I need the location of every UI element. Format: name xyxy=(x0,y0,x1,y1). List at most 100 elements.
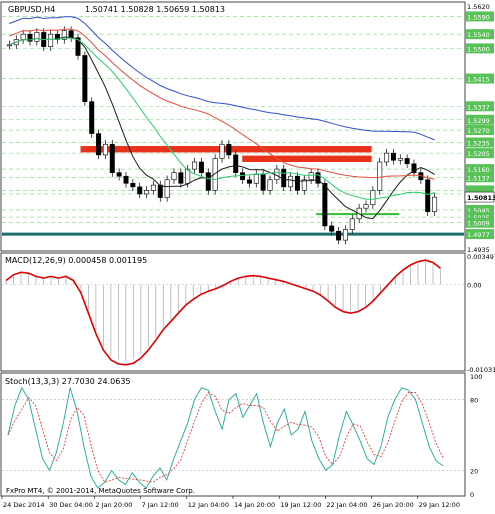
price-tag-box xyxy=(465,212,494,223)
candle-body xyxy=(96,133,102,156)
candle-body xyxy=(240,172,246,181)
stoch-tick-label: 100 xyxy=(470,373,482,381)
price-tag-box xyxy=(465,43,494,54)
macd-tick-label: 0.003497 xyxy=(467,253,495,261)
price-tag-box xyxy=(465,204,494,215)
candle-body xyxy=(61,30,67,40)
stoch-main-line xyxy=(7,386,444,489)
price-tick-label: 1.5045 xyxy=(467,207,490,215)
time-tick-label: 14 Jan 20:00 xyxy=(234,501,275,509)
candle-body xyxy=(116,172,122,177)
candle-body xyxy=(294,175,300,191)
candle-body xyxy=(432,196,438,213)
candle-body xyxy=(130,183,136,188)
candle-body xyxy=(246,179,252,184)
current-price-label: 1.50813 xyxy=(467,194,495,202)
candle-body xyxy=(185,168,191,184)
candle-body xyxy=(349,218,355,230)
candle-body xyxy=(109,143,115,173)
candle-body xyxy=(425,179,431,213)
candle-body xyxy=(82,55,88,102)
stoch-layer: 100 80 20 0 xyxy=(2,373,482,499)
ohlc-values: 1.50741 1.50828 1.50659 1.50813 xyxy=(85,5,225,14)
stoch-signal-line xyxy=(7,391,444,483)
candle-body xyxy=(329,225,335,232)
time-tick-label: 12 Jan 04:00 xyxy=(188,501,229,509)
candle-body xyxy=(370,190,376,205)
price-tag-box xyxy=(465,125,494,136)
price-tick-label: 1.5235 xyxy=(467,139,490,147)
candle-body xyxy=(301,179,307,191)
time-tick-label: 24 Dec 2014 xyxy=(3,501,45,509)
price-tick-label: 1.5299 xyxy=(467,117,490,125)
price-tag-box xyxy=(465,29,494,40)
macd-panel-frame xyxy=(0,252,466,372)
candle-body xyxy=(27,33,33,42)
price-tick-label: 1.5500 xyxy=(467,45,490,53)
candle-body xyxy=(411,163,417,173)
moving-average-line xyxy=(9,36,435,220)
moving-average-line xyxy=(9,16,435,141)
resistance-zone xyxy=(80,146,372,153)
price-layer xyxy=(2,16,464,245)
candle-body xyxy=(308,172,314,181)
time-tick-label: 19 Jan 12:00 xyxy=(280,501,321,509)
price-tag-box xyxy=(465,101,494,112)
candle-body xyxy=(171,172,177,181)
candle-body xyxy=(363,204,369,209)
macd-layer: 0.003497 0.00 -0.010314 xyxy=(2,253,495,374)
candle-body xyxy=(75,37,81,56)
candle-body xyxy=(253,174,259,184)
price-tick-label: 1.5205 xyxy=(467,150,490,158)
candle-body xyxy=(89,101,95,134)
price-axis: 1.5620 1.5590 1.5540 1.5500 1.5415 1.5337 1.52… xyxy=(464,3,495,254)
candle-body xyxy=(20,33,26,40)
candle-body xyxy=(157,184,163,198)
time-tick-label: 7 Jan 12:00 xyxy=(142,501,179,509)
price-tick-label: 1.5337 xyxy=(467,103,490,111)
time-tick-label: 22 Jan 04:00 xyxy=(326,501,367,509)
candle-body xyxy=(48,33,54,47)
price-tick-label: 1.5160 xyxy=(467,166,490,174)
price-tag-box xyxy=(465,148,494,159)
candle-body xyxy=(192,161,198,170)
time-tick-label: 26 Jan 20:00 xyxy=(373,501,414,509)
candle-body xyxy=(205,172,211,191)
price-tick-label: 1.5009 xyxy=(467,220,490,228)
macd-tick-label: -0.010314 xyxy=(467,366,495,374)
candle-body xyxy=(336,230,342,241)
candle-body xyxy=(404,158,410,165)
price-tick-label: 1.5415 xyxy=(467,76,490,84)
candle-body xyxy=(137,186,143,195)
stoch-tick-label: 0 xyxy=(470,491,474,499)
candle-body xyxy=(102,143,108,156)
candle-body xyxy=(164,179,170,198)
price-tick-label: 1.5540 xyxy=(467,31,490,39)
candle-body xyxy=(267,179,273,191)
candle-body xyxy=(198,161,204,173)
watermark: FxPro MT4, © 2001-2014, MetaQuotes Softw… xyxy=(6,487,195,495)
time-tick-label: 29 Jan 12:00 xyxy=(419,501,460,509)
price-tick-label: 1.4977 xyxy=(467,231,490,239)
candle-body xyxy=(34,32,40,42)
candle-body xyxy=(397,158,403,161)
candle-body xyxy=(342,229,348,241)
price-title: GBPUSD,H4 xyxy=(8,5,55,14)
price-tick-label: 1.5137 xyxy=(467,174,490,182)
candle-body xyxy=(6,44,12,47)
time-tick-label: 2 Jan 20:00 xyxy=(95,501,132,509)
price-tag-box xyxy=(465,229,494,240)
price-tag-box xyxy=(465,114,494,125)
current-price-box xyxy=(464,191,495,203)
moving-average-line xyxy=(9,37,435,200)
time-axis: 24 Dec 2014 30 Dec 04:00 2 Jan 20:00 7 Jan … xyxy=(1,496,460,509)
candle-body xyxy=(322,183,328,227)
candle-body xyxy=(281,168,287,188)
candle-body xyxy=(260,174,266,191)
candle-body xyxy=(384,152,390,163)
price-tick-label: 1.4935 xyxy=(467,246,490,254)
time-tick-label: 30 Dec 04:00 xyxy=(49,501,93,509)
stoch-title: Stoch(13,3,3) 27.7030 24.0635 xyxy=(5,377,131,386)
